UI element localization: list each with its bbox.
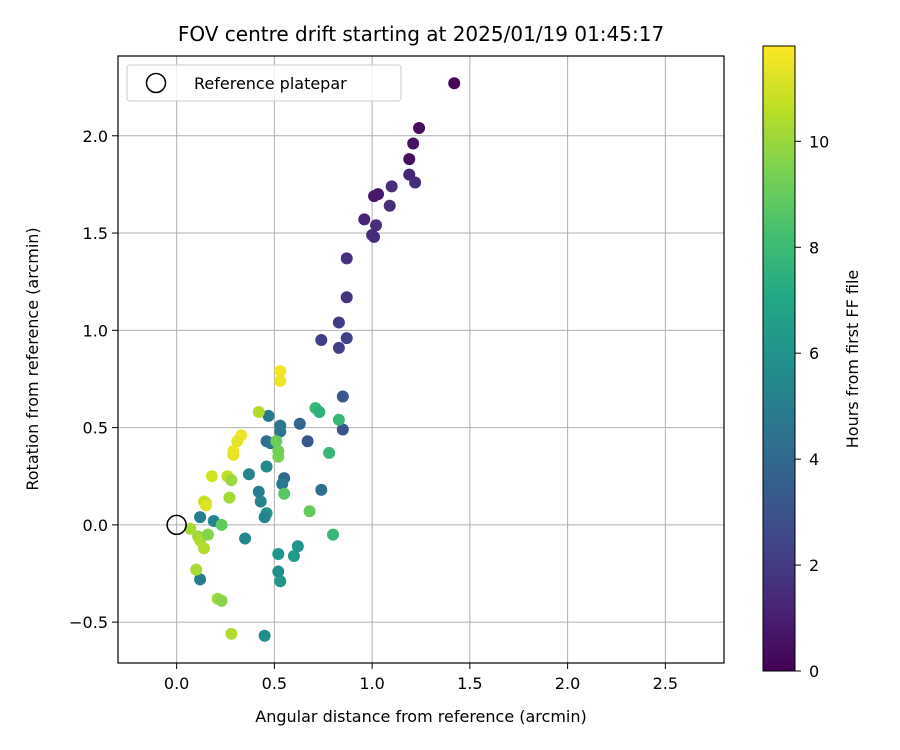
x-tick-label: 2.5 bbox=[653, 674, 678, 693]
data-point bbox=[274, 365, 287, 378]
data-point bbox=[190, 563, 203, 576]
data-point bbox=[194, 573, 207, 586]
colorbar-tick-label: 4 bbox=[809, 450, 819, 469]
data-point bbox=[385, 180, 398, 193]
data-point bbox=[291, 540, 304, 553]
data-point bbox=[270, 435, 283, 448]
colorbar-label: Hours from first FF file bbox=[843, 270, 862, 449]
x-tick-label: 1.5 bbox=[457, 674, 482, 693]
data-point bbox=[252, 485, 265, 498]
data-point bbox=[272, 548, 285, 561]
x-tick-label: 0.5 bbox=[262, 674, 287, 693]
data-point bbox=[448, 77, 461, 90]
data-point bbox=[340, 332, 353, 345]
colorbar bbox=[762, 45, 796, 672]
data-point bbox=[272, 444, 285, 457]
data-point bbox=[242, 468, 255, 481]
data-point bbox=[258, 511, 271, 524]
data-point bbox=[194, 511, 207, 524]
scatter-points bbox=[184, 77, 461, 642]
data-point bbox=[184, 522, 197, 535]
colorbar-tick-label: 2 bbox=[809, 556, 819, 575]
data-point bbox=[274, 425, 287, 438]
data-point bbox=[215, 518, 228, 531]
data-point bbox=[301, 435, 314, 448]
data-point bbox=[276, 478, 289, 491]
x-axis-label: Angular distance from reference (arcmin) bbox=[255, 707, 586, 726]
data-point bbox=[368, 230, 381, 243]
data-point bbox=[260, 460, 273, 473]
legend-entry: Reference platepar bbox=[194, 74, 347, 93]
data-point bbox=[336, 423, 349, 436]
data-point bbox=[303, 505, 316, 518]
legend-box bbox=[126, 64, 402, 102]
data-point bbox=[252, 406, 265, 419]
x-tick-label: 2.0 bbox=[555, 674, 580, 693]
data-point bbox=[327, 528, 340, 541]
data-point bbox=[225, 627, 238, 640]
data-point bbox=[272, 565, 285, 578]
reference-marker bbox=[166, 514, 187, 536]
colorbar-tick-label: 0 bbox=[809, 662, 819, 681]
x-tick-label: 1.0 bbox=[359, 674, 384, 693]
data-point bbox=[227, 448, 240, 461]
y-tick-label: −0.5 bbox=[69, 613, 108, 632]
data-point bbox=[370, 219, 383, 232]
data-point bbox=[293, 417, 306, 430]
y-tick-label: 1.5 bbox=[83, 224, 108, 243]
data-point bbox=[368, 190, 381, 203]
data-point bbox=[323, 446, 336, 459]
legend-marker-icon bbox=[145, 72, 167, 94]
y-axis-label: Rotation from reference (arcmin) bbox=[23, 227, 42, 490]
data-point bbox=[315, 334, 328, 347]
data-point bbox=[313, 406, 326, 419]
data-point bbox=[287, 549, 300, 562]
data-point bbox=[340, 252, 353, 265]
colorbar-tick-label: 10 bbox=[809, 132, 829, 151]
y-tick-label: 2.0 bbox=[83, 127, 108, 146]
x-tick-label: 0.0 bbox=[164, 674, 189, 693]
y-tick-label: 0.5 bbox=[83, 419, 108, 438]
data-point bbox=[201, 528, 214, 541]
data-point bbox=[409, 176, 422, 189]
data-point bbox=[231, 435, 244, 448]
data-point bbox=[403, 153, 416, 166]
plot-area bbox=[118, 56, 724, 663]
data-point bbox=[254, 495, 267, 508]
gridlines bbox=[118, 56, 724, 663]
data-point bbox=[223, 491, 236, 504]
y-tick-label: 1.0 bbox=[83, 321, 108, 340]
y-tick-label: 0.0 bbox=[83, 516, 108, 535]
data-point bbox=[358, 213, 371, 226]
data-point bbox=[198, 542, 211, 555]
chart-title: FOV centre drift starting at 2025/01/19 … bbox=[178, 22, 664, 46]
data-point bbox=[332, 316, 345, 329]
data-point bbox=[199, 499, 212, 512]
plot-frame bbox=[117, 55, 725, 664]
data-point bbox=[332, 413, 345, 426]
data-point bbox=[278, 487, 291, 500]
data-point bbox=[274, 575, 287, 588]
data-point bbox=[315, 483, 328, 496]
y-axis-ticks: −0.5 0.0 0.5 1.0 1.5 2.0 bbox=[69, 127, 118, 632]
legend: Reference platepar bbox=[126, 64, 402, 102]
colorbar-tick-label: 6 bbox=[809, 344, 819, 363]
data-point bbox=[225, 474, 238, 487]
data-point bbox=[239, 532, 252, 545]
data-point bbox=[262, 409, 275, 422]
colorbar-ticks: 0 2 4 6 8 10 bbox=[795, 132, 829, 681]
data-point bbox=[215, 594, 228, 607]
data-point bbox=[336, 390, 349, 403]
data-point bbox=[340, 291, 353, 304]
data-point bbox=[205, 470, 218, 483]
x-axis-ticks: 0.0 0.5 1.0 1.5 2.0 2.5 bbox=[164, 663, 678, 693]
data-point bbox=[383, 199, 396, 212]
data-point bbox=[407, 137, 420, 150]
data-point bbox=[274, 374, 287, 387]
data-point bbox=[413, 121, 426, 134]
data-point bbox=[332, 341, 345, 354]
colorbar-tick-label: 8 bbox=[809, 238, 819, 257]
data-point bbox=[258, 629, 271, 642]
